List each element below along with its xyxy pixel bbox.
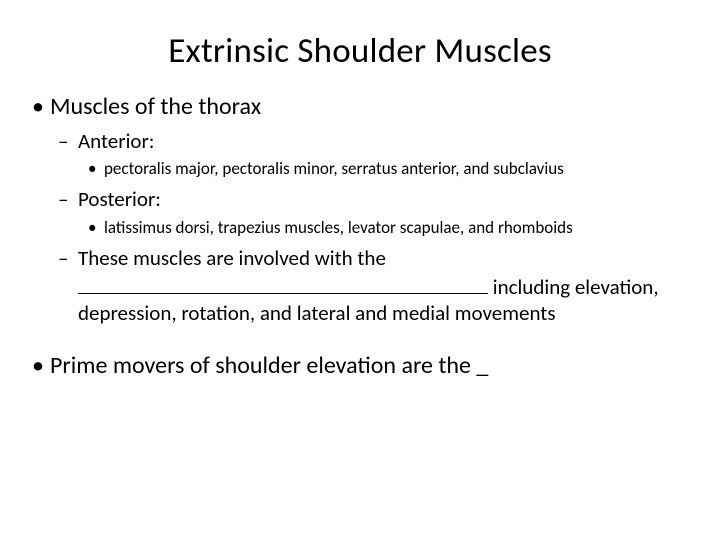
list-item: Muscles of the thorax Anterior: pectoral… (28, 92, 692, 327)
bullet-text: pectoralis major, pectoralis minor, serr… (104, 158, 564, 179)
bullet-list-level1: Prime movers of shoulder elevation are t… (28, 351, 692, 381)
list-item: pectoralis major, pectoralis minor, serr… (78, 158, 692, 180)
bullet-text: These muscles are involved with the (78, 245, 386, 271)
bullet-list-level2: Anterior: pectoralis major, pectoralis m… (50, 128, 692, 327)
bullet-list-level3: pectoralis major, pectoralis minor, serr… (78, 158, 692, 180)
bullet-text: Anterior: (78, 128, 154, 154)
list-item: Prime movers of shoulder elevation are t… (28, 351, 692, 381)
slide-title: Extrinsic Shoulder Muscles (28, 30, 692, 72)
bullet-list-level1: Muscles of the thorax Anterior: pectoral… (28, 92, 692, 327)
slide: Extrinsic Shoulder Muscles Muscles of th… (0, 0, 720, 540)
bullet-text: Muscles of the thorax (50, 92, 261, 121)
bullet-list-level3: latissimus dorsi, trapezius muscles, lev… (78, 217, 692, 239)
list-item: Posterior: latissimus dorsi, trapezius m… (50, 186, 692, 238)
bullet-text: Posterior: (78, 186, 161, 212)
list-item: latissimus dorsi, trapezius muscles, lev… (78, 217, 692, 239)
bullet-text: latissimus dorsi, trapezius muscles, lev… (104, 217, 573, 238)
list-item: Anterior: pectoralis major, pectoralis m… (50, 128, 692, 180)
vertical-spacer (28, 333, 692, 351)
list-item: These muscles are involved with the incl… (50, 245, 692, 327)
fill-in-blank (78, 271, 488, 294)
bullet-text: Prime movers of shoulder elevation are t… (50, 351, 488, 380)
